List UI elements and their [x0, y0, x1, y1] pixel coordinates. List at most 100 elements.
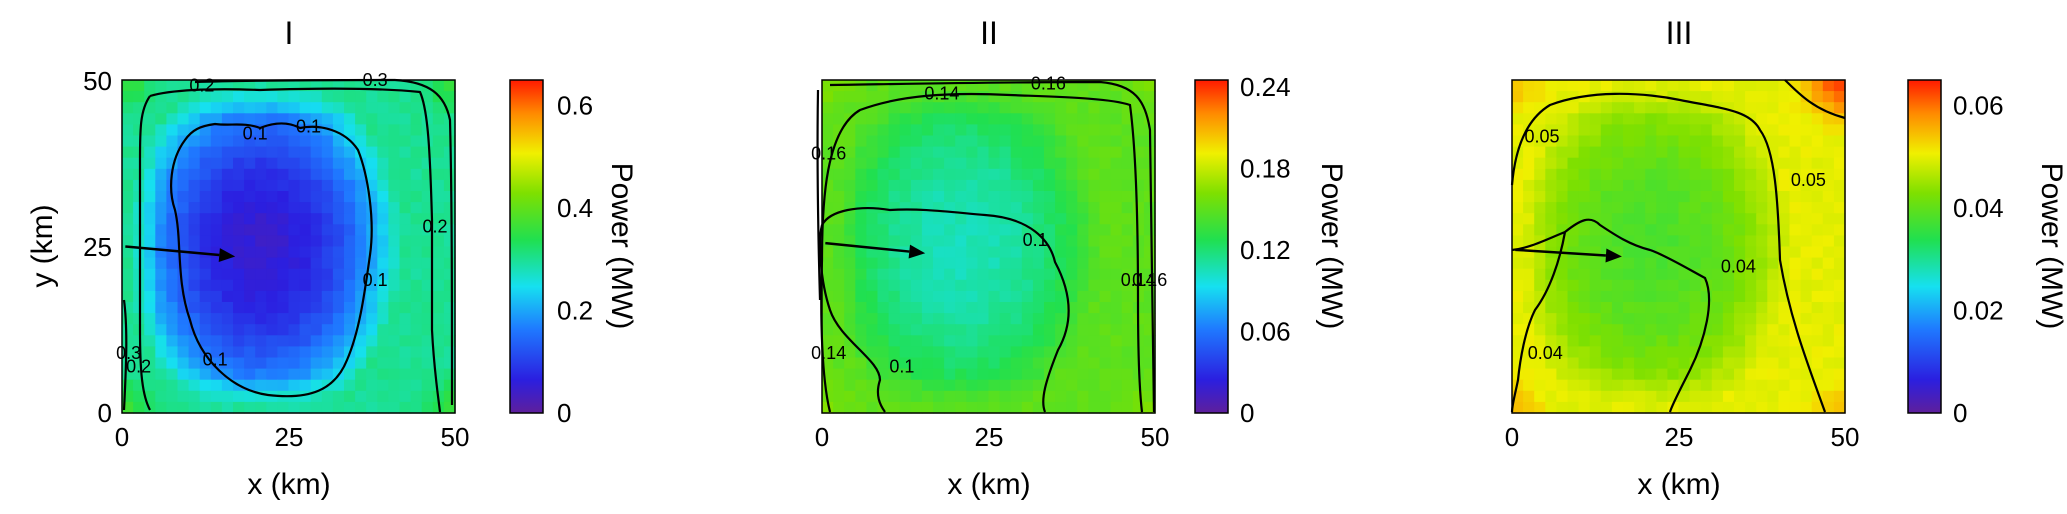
- heatmap-cell: [344, 401, 356, 414]
- heatmap-cell: [1143, 235, 1156, 248]
- heatmap-cell: [1667, 224, 1680, 236]
- heatmap-cell: [266, 290, 278, 303]
- heatmap-cell: [1523, 224, 1535, 236]
- heatmap-cell: [988, 113, 1001, 125]
- heatmap-cell: [1088, 390, 1101, 403]
- heatmap-cell: [344, 168, 356, 181]
- heatmap-cell: [244, 124, 256, 137]
- heatmap-cell: [1745, 290, 1757, 303]
- heatmap-cell: [1032, 168, 1045, 181]
- heatmap-cell: [866, 113, 879, 125]
- panel-3-x-tick-1: 25: [1665, 422, 1694, 452]
- heatmap-cell: [1088, 191, 1101, 203]
- heatmap-cell: [833, 235, 845, 248]
- heatmap-cell: [1512, 279, 1524, 292]
- heatmap-cell: [432, 268, 445, 281]
- heatmap-cell: [1611, 357, 1624, 370]
- heatmap-cell: [1077, 279, 1089, 292]
- heatmap-cell: [1722, 346, 1735, 359]
- heatmap-cell: [1767, 302, 1779, 314]
- heatmap-cell: [1044, 102, 1056, 114]
- heatmap-cell: [999, 91, 1012, 103]
- heatmap-cell: [1088, 401, 1101, 414]
- heatmap-cell: [1088, 379, 1101, 392]
- heatmap-cell: [410, 179, 423, 192]
- heatmap-cell: [1811, 346, 1824, 359]
- heatmap-cell: [977, 313, 990, 325]
- heatmap-cell: [288, 257, 301, 270]
- heatmap-cell: [1645, 213, 1657, 225]
- heatmap-cell: [1778, 179, 1791, 192]
- heatmap-cell: [144, 257, 156, 270]
- heatmap-cell: [1077, 290, 1089, 303]
- heatmap-cell: [1611, 168, 1624, 181]
- heatmap-cell: [1656, 324, 1668, 336]
- heatmap-cell: [366, 357, 378, 370]
- heatmap-cell: [1010, 257, 1023, 270]
- contour-label: 0.16: [1132, 270, 1167, 290]
- heatmap-cell: [144, 324, 156, 336]
- heatmap-cell: [1578, 246, 1591, 259]
- heatmap-cell: [410, 257, 423, 270]
- heatmap-cell: [822, 257, 834, 270]
- heatmap-cell: [377, 279, 389, 292]
- heatmap-cell: [399, 91, 412, 103]
- heatmap-cell: [1678, 124, 1691, 137]
- heatmap-cell: [955, 368, 967, 381]
- heatmap-cell: [1556, 390, 1569, 403]
- heatmap-cell: [188, 357, 201, 370]
- heatmap-cell: [966, 279, 978, 292]
- heatmap-cell: [166, 80, 179, 92]
- heatmap-cell: [221, 224, 234, 236]
- heatmap-cell: [1567, 213, 1580, 225]
- heatmap-cell: [1745, 224, 1757, 236]
- heatmap-cell: [1088, 113, 1101, 125]
- heatmap-cell: [1077, 224, 1089, 236]
- heatmap-cell: [377, 390, 389, 403]
- heatmap-cell: [1589, 102, 1602, 114]
- heatmap-cell: [122, 246, 134, 259]
- heatmap-cell: [388, 335, 401, 347]
- heatmap-cell: [988, 246, 1001, 259]
- heatmap-cell: [1523, 235, 1535, 248]
- heatmap-cell: [244, 80, 256, 92]
- heatmap-cell: [999, 279, 1012, 292]
- heatmap-cell: [1811, 313, 1824, 325]
- heatmap-cell: [1055, 279, 1067, 292]
- heatmap-cell: [1534, 91, 1546, 103]
- heatmap-cell: [921, 157, 934, 170]
- heatmap-cell: [866, 168, 879, 181]
- heatmap-cell: [977, 124, 990, 137]
- heatmap-cell: [344, 246, 356, 259]
- heatmap-cell: [866, 335, 879, 347]
- heatmap-cell: [255, 235, 267, 248]
- heatmap-cell: [1767, 102, 1779, 114]
- heatmap-cell: [933, 191, 945, 203]
- heatmap-cell: [1778, 102, 1791, 114]
- heatmap-cell: [210, 168, 223, 181]
- heatmap-cell: [1611, 279, 1624, 292]
- heatmap-cell: [966, 157, 978, 170]
- heatmap-cell: [1099, 191, 1112, 203]
- heatmap-cell: [1789, 157, 1802, 170]
- heatmap-cell: [1800, 124, 1813, 137]
- heatmap-cell: [244, 346, 256, 359]
- heatmap-cell: [244, 157, 256, 170]
- heatmap-cell: [921, 179, 934, 192]
- heatmap-cell: [355, 91, 367, 103]
- heatmap-cell: [177, 268, 190, 281]
- heatmap-cell: [1567, 124, 1580, 137]
- heatmap-cell: [244, 324, 256, 336]
- heatmap-cell: [1055, 368, 1067, 381]
- heatmap-cell: [1800, 168, 1813, 181]
- heatmap-cell: [1066, 102, 1078, 114]
- heatmap-cell: [266, 213, 278, 225]
- heatmap-cell: [1044, 135, 1056, 148]
- heatmap-cell: [1678, 157, 1691, 170]
- heatmap-cell: [1132, 157, 1145, 170]
- heatmap-cell: [1611, 324, 1624, 336]
- heatmap-cell: [899, 224, 912, 236]
- heatmap-cell: [332, 80, 345, 92]
- heatmap-cell: [1143, 290, 1156, 303]
- heatmap-cell: [344, 179, 356, 192]
